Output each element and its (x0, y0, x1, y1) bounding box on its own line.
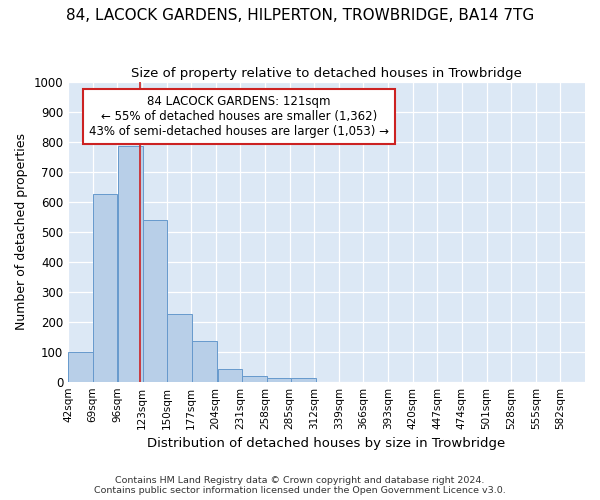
Bar (92, 194, 117, 382)
Bar (192, 341, 217, 382)
Y-axis label: Number of detached properties: Number of detached properties (15, 133, 28, 330)
Bar (68, 352, 92, 382)
Bar (167, 314, 192, 382)
Bar (143, 220, 167, 382)
Title: Size of property relative to detached houses in Trowbridge: Size of property relative to detached ho… (131, 68, 522, 80)
Text: 84 LACOCK GARDENS: 121sqm
← 55% of detached houses are smaller (1,362)
43% of se: 84 LACOCK GARDENS: 121sqm ← 55% of detac… (89, 95, 389, 138)
Text: 84, LACOCK GARDENS, HILPERTON, TROWBRIDGE, BA14 7TG: 84, LACOCK GARDENS, HILPERTON, TROWBRIDG… (66, 8, 534, 22)
Text: Contains HM Land Registry data © Crown copyright and database right 2024.
Contai: Contains HM Land Registry data © Crown c… (94, 476, 506, 495)
Bar (292, 378, 316, 382)
X-axis label: Distribution of detached houses by size in Trowbridge: Distribution of detached houses by size … (148, 437, 506, 450)
Bar (267, 378, 292, 382)
Bar (242, 376, 267, 382)
Bar (118, 146, 143, 382)
Bar (218, 369, 242, 382)
